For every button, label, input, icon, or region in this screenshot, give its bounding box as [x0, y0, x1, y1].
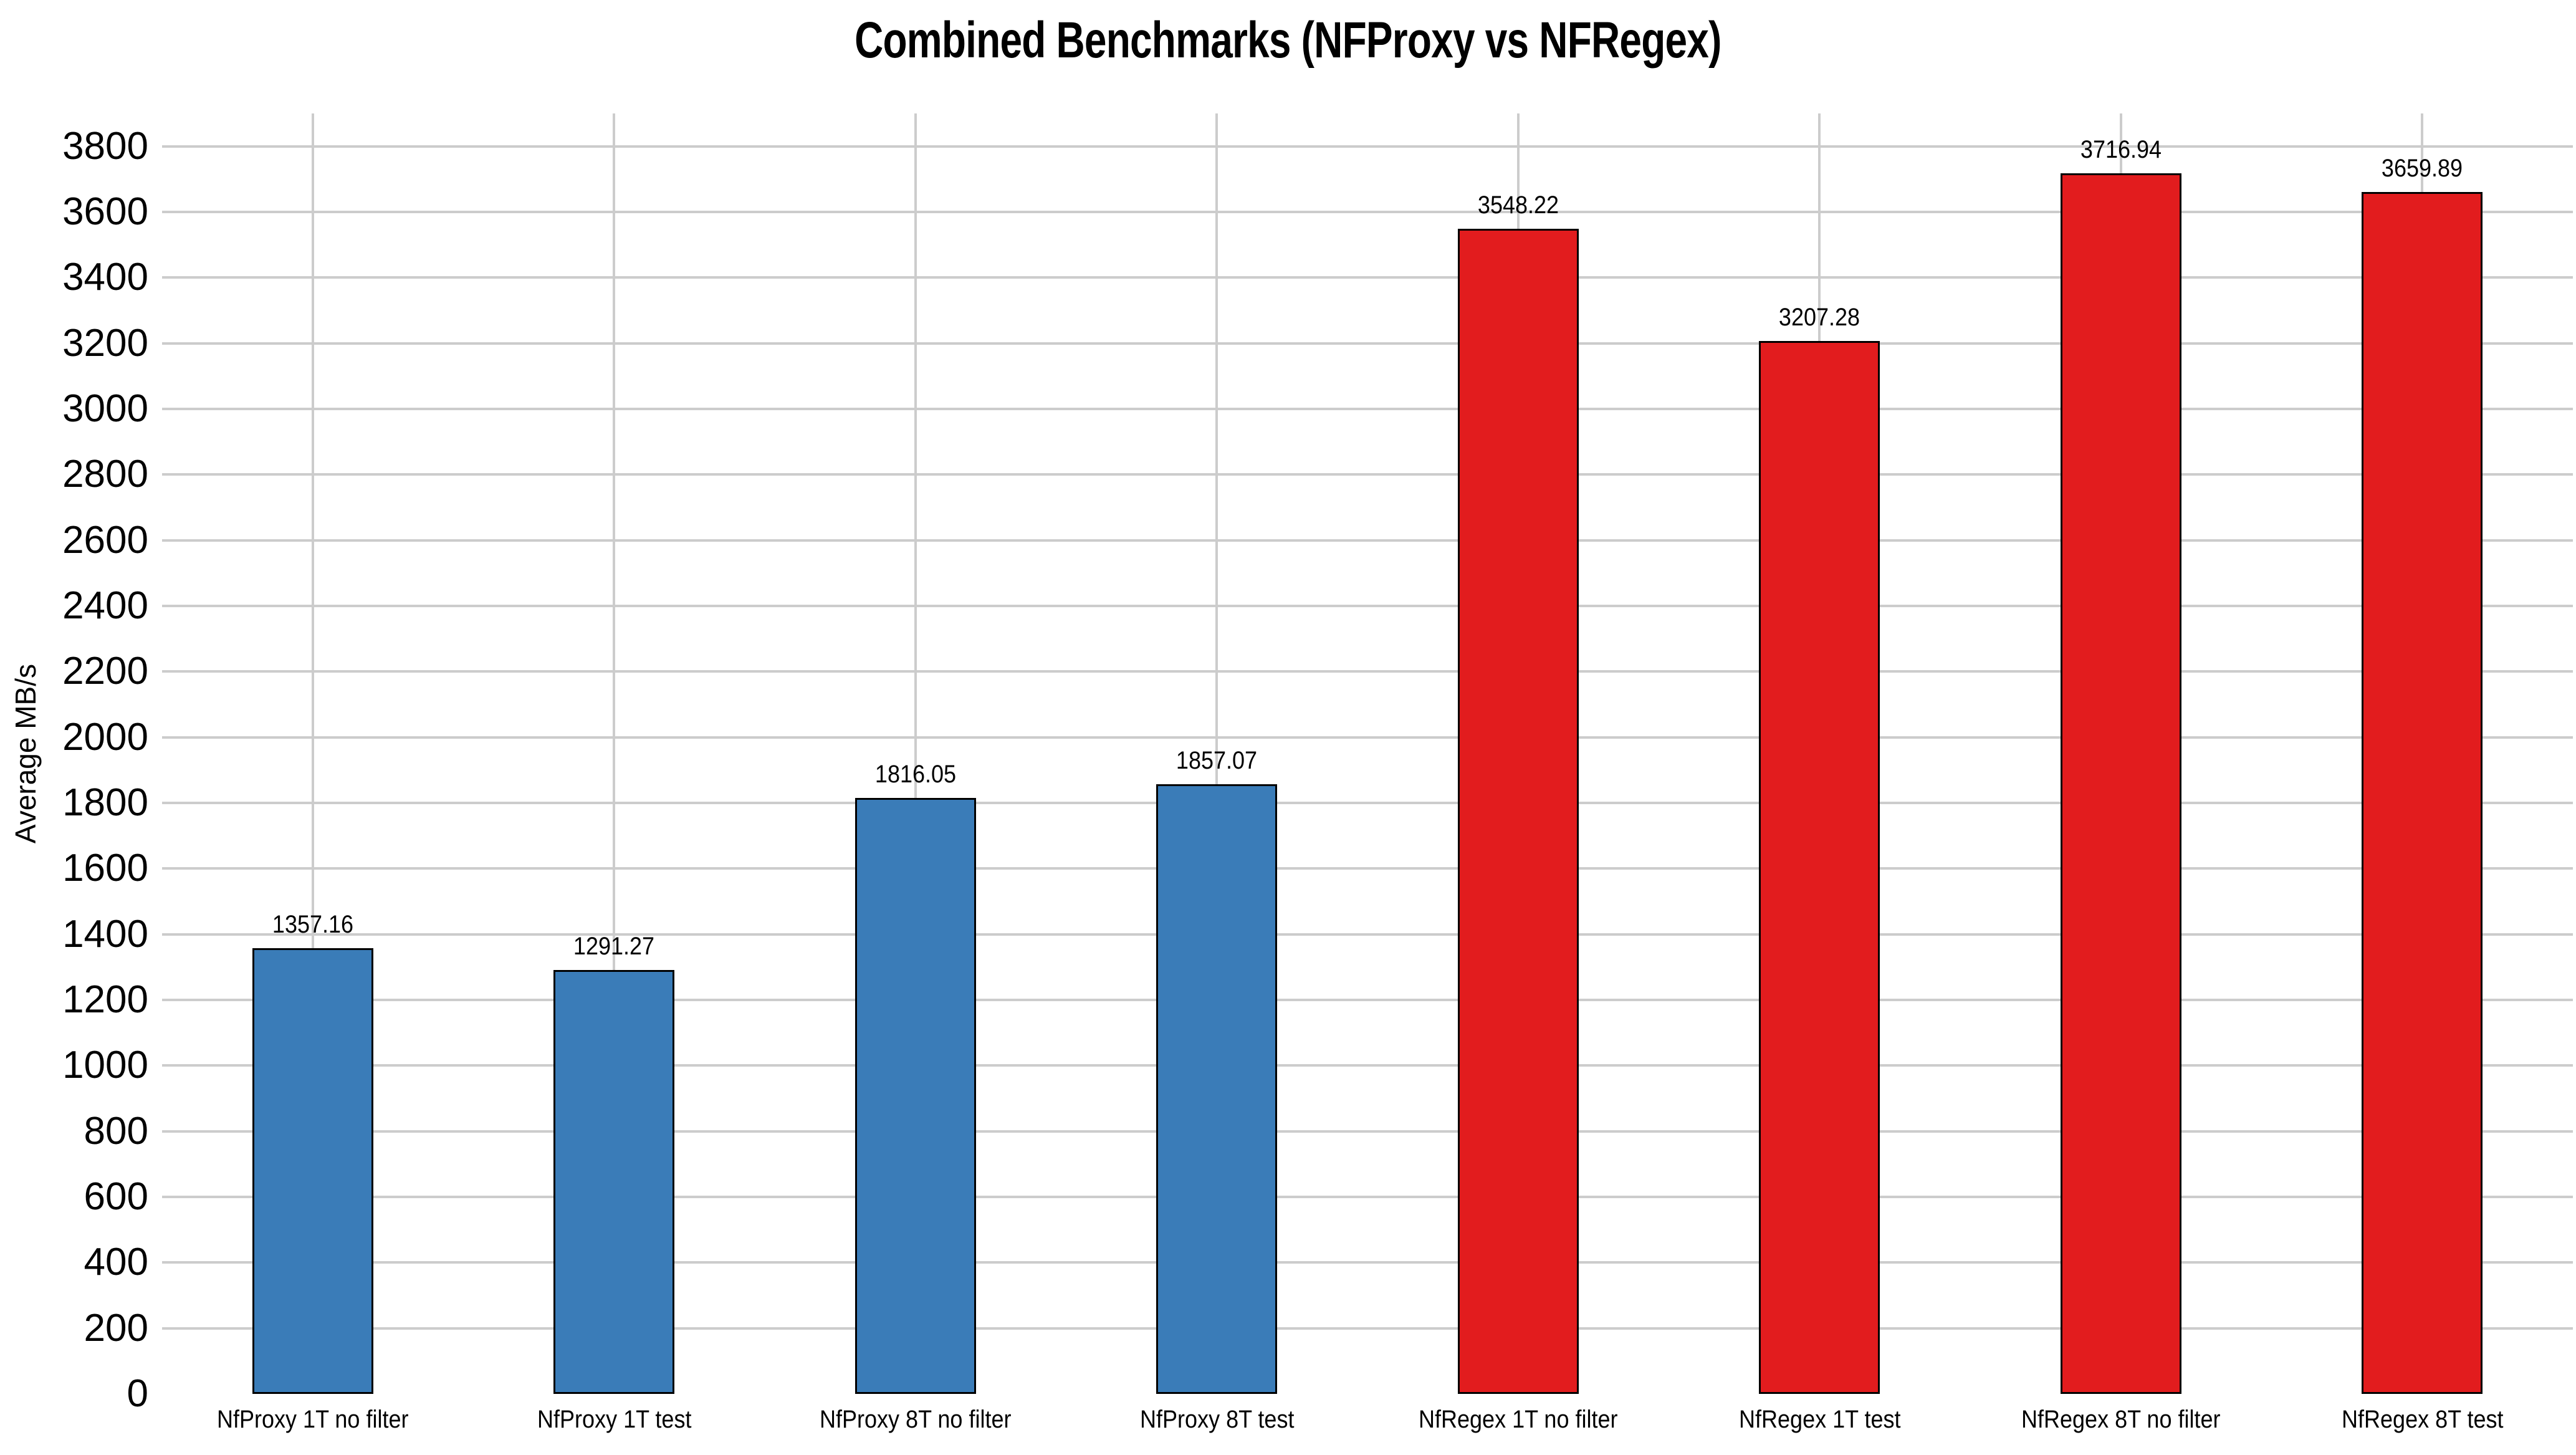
h-gridline — [162, 1327, 2573, 1330]
bar-nfproxy — [855, 797, 976, 1394]
y-tick-label: 1600 — [62, 847, 148, 890]
h-gridline — [162, 211, 2573, 213]
y-tick-label: 1800 — [62, 781, 148, 824]
h-gridline — [162, 1130, 2573, 1133]
bar-value-label: 1357.16 — [272, 911, 353, 939]
h-gridline — [162, 408, 2573, 410]
h-gridline — [162, 605, 2573, 607]
h-gridline — [162, 1196, 2573, 1198]
x-tick-label: NfRegex 8T test — [2341, 1406, 2503, 1433]
y-tick-label: 1000 — [62, 1044, 148, 1087]
y-tick-label: 3400 — [62, 256, 148, 299]
h-gridline — [162, 473, 2573, 476]
bar-value-label: 3659.89 — [2382, 155, 2463, 183]
v-gridline — [613, 113, 616, 1394]
h-gridline — [162, 999, 2573, 1001]
bar-value-label: 3716.94 — [2080, 136, 2162, 164]
bar-nfproxy — [252, 948, 373, 1394]
bar-value-label: 1291.27 — [573, 932, 655, 960]
y-tick-label: 800 — [84, 1109, 148, 1153]
h-gridline — [162, 276, 2573, 279]
x-tick-label: NfRegex 1T no filter — [1419, 1406, 1618, 1433]
h-gridline — [162, 670, 2573, 673]
v-gridline — [914, 113, 917, 1394]
chart-title: Combined Benchmarks (NFProxy vs NFRegex) — [0, 11, 2576, 70]
v-gridline — [311, 113, 314, 1394]
h-gridline — [162, 1261, 2573, 1264]
y-tick-label: 3600 — [62, 190, 148, 233]
bar-value-label: 3548.22 — [1477, 191, 1559, 219]
bar-value-label: 1857.07 — [1176, 746, 1258, 774]
y-tick-label: 1400 — [62, 912, 148, 956]
y-tick-label: 3000 — [62, 387, 148, 430]
y-tick-label: 0 — [127, 1372, 148, 1415]
y-tick-label: 2200 — [62, 650, 148, 693]
h-gridline — [162, 145, 2573, 148]
bar-nfregex — [2362, 192, 2483, 1394]
h-gridline — [162, 867, 2573, 870]
chart-title-text: Combined Benchmarks (NFProxy vs NFRegex) — [855, 12, 1721, 69]
plot-area: 1357.16 1291.27 1816.05 1857.07 3548.22 3207.… — [162, 113, 2573, 1394]
bar-value-label: 3207.28 — [1779, 303, 1860, 331]
bar-nfproxy — [1156, 784, 1278, 1394]
x-tick-label: NfProxy 1T test — [537, 1406, 691, 1433]
y-tick-label: 3200 — [62, 321, 148, 365]
h-gridline — [162, 539, 2573, 542]
y-axis-label-text: Average MB/s — [9, 663, 42, 844]
x-tick-label: NfRegex 8T no filter — [2021, 1406, 2221, 1433]
h-gridline — [162, 342, 2573, 345]
y-tick-label: 400 — [84, 1241, 148, 1284]
x-tick-label: NfProxy 8T no filter — [820, 1406, 1012, 1433]
bar-nfregex — [2060, 173, 2181, 1394]
y-tick-label: 600 — [84, 1175, 148, 1218]
bar-nfproxy — [553, 969, 675, 1394]
y-axis-label: Average MB/s — [9, 113, 42, 1394]
h-gridline — [162, 933, 2573, 936]
y-tick-label: 1200 — [62, 978, 148, 1021]
v-gridline — [1215, 113, 1219, 1394]
h-gridline — [162, 1064, 2573, 1067]
y-tick-label: 2000 — [62, 715, 148, 759]
x-tick-label: NfProxy 1T no filter — [217, 1406, 409, 1433]
x-tick-label: NfProxy 8T test — [1139, 1406, 1294, 1433]
h-gridline — [162, 736, 2573, 739]
x-tick-label: NfRegex 1T test — [1738, 1406, 1900, 1433]
y-tick-label: 2600 — [62, 518, 148, 562]
bar-nfregex — [1759, 340, 1880, 1394]
bar-nfregex — [1457, 229, 1579, 1394]
bar-value-label: 1816.05 — [874, 760, 956, 788]
y-tick-label: 200 — [84, 1306, 148, 1350]
h-gridline — [162, 802, 2573, 804]
y-tick-label: 3800 — [62, 124, 148, 168]
y-tick-label: 2800 — [62, 453, 148, 496]
y-tick-label: 2400 — [62, 584, 148, 627]
